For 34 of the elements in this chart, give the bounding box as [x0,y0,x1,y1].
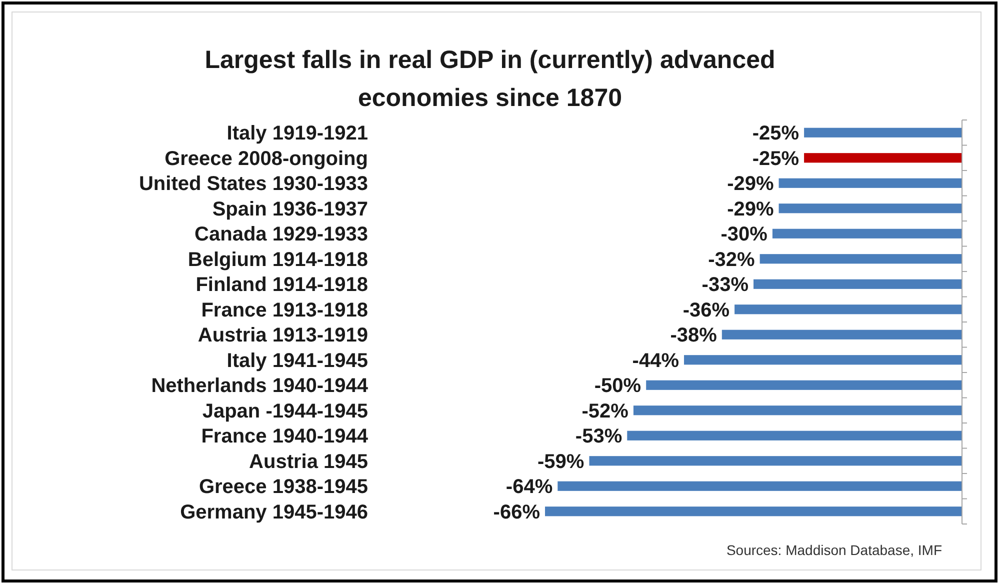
data-label: -59% [538,450,584,473]
data-label: -53% [575,426,622,448]
y-tick-label: Japan -1944-1945 [202,400,368,422]
y-tick-label: Germany 1945-1946 [180,501,368,524]
y-tick-label: Austria 1913-1919 [198,324,368,347]
data-label: -52% [582,400,629,422]
y-tick-label: Italy 1919-1921 [226,122,368,145]
data-label: -33% [702,274,749,296]
data-label: -25% [752,122,800,145]
y-tick-label: France 1940-1944 [201,426,369,448]
y-tick-label: United States 1930-1933 [138,173,368,196]
source-note: Sources: Maddison Database, IMF [726,542,942,558]
data-label: -50% [594,375,642,398]
y-tick-label: Austria 1945 [249,450,368,473]
y-tick-label: Spain 1936-1937 [212,198,368,220]
data-label: -36% [682,299,730,322]
data-label: -29% [727,173,774,196]
data-label: -30% [720,224,768,246]
y-tick-label: Belgium 1914-1918 [188,248,368,271]
data-label: -38% [670,324,718,347]
chart-title: Largest falls in real GDP in (currently) advanced economies since 1870 [204,46,776,112]
data-label: -29% [727,198,774,220]
y-tick-label: Finland 1914-1918 [196,274,368,296]
data-label: -44% [632,350,680,372]
data-label: -25% [752,148,800,170]
y-tick-label: Netherlands 1940-1944 [151,375,369,398]
data-label: -64% [506,476,553,498]
data-label: -32% [708,248,756,271]
y-tick-label: Canada 1929-1933 [194,224,368,246]
y-tick-label: Italy 1941-1945 [226,350,368,372]
y-tick-label: France 1913-1918 [201,299,368,322]
y-tick-label: Greece 2008-ongoing [164,148,368,170]
y-tick-label: Greece 1938-1945 [198,476,368,498]
data-label: -66% [493,501,540,524]
